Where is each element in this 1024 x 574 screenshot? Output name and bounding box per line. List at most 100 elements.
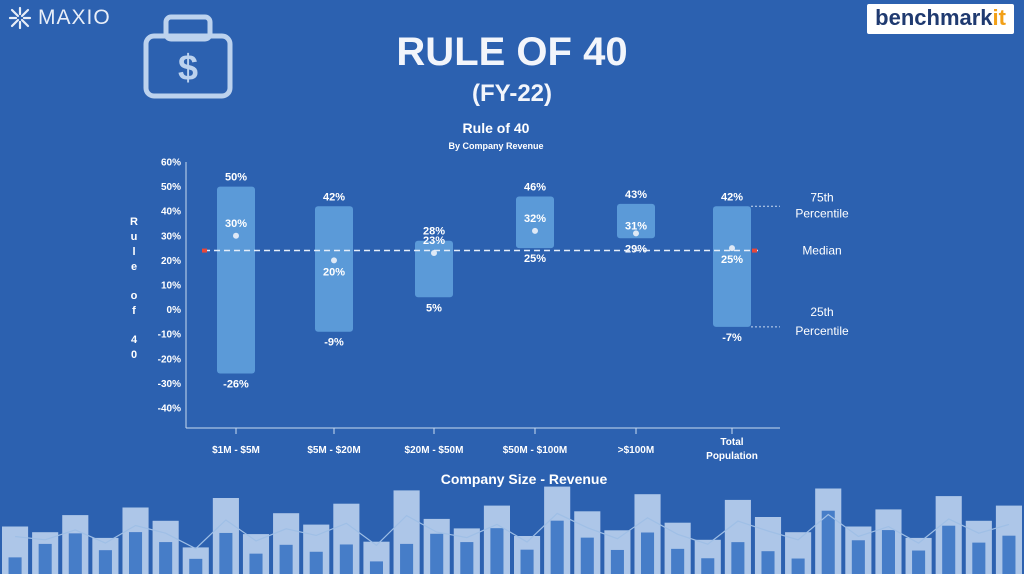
maxio-logo-icon: [8, 6, 32, 30]
y-axis-label: Rule of 4 0: [130, 216, 138, 361]
skyline-inner-bar: [610, 549, 624, 574]
logo-main-text: benchmark: [875, 5, 993, 30]
skyline-inner-bar: [761, 551, 775, 574]
median-point: [233, 232, 239, 239]
skyline-inner-bar: [580, 537, 594, 574]
brand-name: MAXIO: [38, 6, 111, 29]
logo-accent-text: it: [992, 5, 1006, 30]
y-tick-label: 10%: [161, 281, 181, 292]
skyline-inner-bar: [821, 510, 835, 574]
y-tick-label: -40%: [158, 404, 181, 415]
median-label: 25%: [721, 254, 743, 266]
x-tick-label: Total: [720, 437, 743, 448]
skyline-inner-bar: [309, 551, 323, 574]
skyline-inner-bar: [520, 549, 534, 574]
p25-annotation: 25th: [810, 305, 833, 319]
skyline-inner-bar: [550, 520, 564, 574]
p75-label: 28%: [423, 226, 445, 238]
p25-annotation: Percentile: [795, 324, 849, 338]
x-tick-label: $50M - $100M: [503, 445, 567, 456]
median-point: [532, 227, 538, 234]
skyline-inner-bar: [339, 544, 353, 574]
skyline-inner-bar: [791, 558, 805, 574]
x-tick-label: >$100M: [618, 445, 654, 456]
y-tick-label: -20%: [158, 354, 181, 365]
skyline-inner-bar: [972, 542, 986, 574]
percentile-range-bar: [516, 196, 554, 249]
skyline-inner-bar: [68, 533, 82, 574]
p75-label: 50%: [225, 172, 247, 184]
benchmarkit-logo: benchmarkit: [867, 4, 1014, 34]
y-tick-label: 40%: [161, 207, 181, 218]
y-tick-label: 60%: [161, 158, 181, 169]
p25-label: 25%: [524, 253, 546, 265]
p25-label: 29%: [625, 243, 647, 255]
skyline-inner-bar: [400, 543, 414, 574]
median-point: [729, 245, 735, 252]
skyline-inner-bar: [369, 561, 383, 574]
percentile-range-bar: [217, 186, 255, 374]
skyline-inner-bar: [8, 557, 22, 574]
percentile-range-bar: [713, 206, 751, 327]
median-label: 30%: [225, 218, 247, 230]
p75-annotation: Percentile: [795, 206, 849, 220]
brand-logo: MAXIO: [8, 6, 111, 30]
skyline-inner-bar: [671, 548, 685, 574]
median-point: [431, 250, 437, 257]
y-axis-label-letter: f: [132, 305, 136, 317]
median-line-end-marker: [752, 248, 757, 253]
skyline-inner-bar: [641, 532, 655, 574]
percentile-range-bar: [415, 240, 453, 298]
p25-label: -7%: [722, 332, 742, 344]
p75-label: 42%: [323, 191, 345, 203]
median-point: [331, 257, 337, 264]
y-tick-label: 50%: [161, 182, 181, 193]
y-axis-label-letter: e: [131, 261, 137, 273]
svg-text:$: $: [178, 47, 198, 88]
y-axis-label-letter: 0: [131, 349, 137, 361]
x-tick-label: $1M - $5M: [212, 445, 260, 456]
median-point: [633, 230, 639, 237]
percentile-range-bar: [617, 203, 655, 239]
median-label: 32%: [524, 213, 546, 225]
skyline-trend-line: [14, 512, 1010, 550]
skyline-inner-bar: [912, 550, 926, 574]
money-bag-icon: $: [143, 14, 233, 99]
y-axis-label-letter: l: [132, 246, 135, 258]
skyline-inner-bar: [38, 543, 52, 574]
median-label: 31%: [625, 220, 647, 232]
chart-title: Rule of 40: [463, 120, 530, 136]
x-axis-label: Company Size - Revenue: [441, 471, 608, 487]
p25-label: -26%: [223, 379, 249, 391]
y-axis-label-letter: o: [131, 290, 138, 302]
p75-label: 42%: [721, 191, 743, 203]
median-annotation: Median: [802, 244, 841, 258]
y-tick-label: -10%: [158, 330, 181, 341]
skyline-inner-bar: [701, 558, 715, 574]
y-axis-label-letter: R: [130, 216, 138, 228]
y-tick-label: 0%: [167, 305, 182, 316]
skyline-inner-bar: [129, 532, 143, 574]
median-line-start-marker: [202, 248, 207, 253]
skyline-inner-bar: [942, 525, 956, 574]
y-axis-label-letter: u: [131, 231, 138, 243]
skyline-inner-bar: [1002, 535, 1016, 574]
skyline-inner-bar: [881, 530, 895, 574]
p25-label: -9%: [324, 337, 344, 349]
skyline-inner-bar: [279, 544, 293, 574]
x-tick-label: $20M - $50M: [405, 445, 464, 456]
y-tick-label: 20%: [161, 256, 181, 267]
y-tick-label: -30%: [158, 379, 181, 390]
rule-of-40-chart: Rule of 40 By Company Revenue 60%50%40%3…: [130, 120, 849, 487]
x-tick-label: Population: [706, 451, 758, 462]
page-title: RULE OF 40: [396, 30, 628, 74]
y-tick-label: 30%: [161, 231, 181, 242]
skyline-inner-bar: [219, 532, 233, 574]
skyline-inner-bar: [851, 540, 865, 574]
decorative-bar-skyline: [2, 486, 1022, 574]
p75-label: 46%: [524, 181, 546, 193]
y-axis-label-letter: 4: [131, 334, 138, 346]
skyline-inner-bar: [430, 533, 444, 574]
p75-label: 43%: [625, 189, 647, 201]
skyline-inner-bar: [98, 550, 112, 574]
